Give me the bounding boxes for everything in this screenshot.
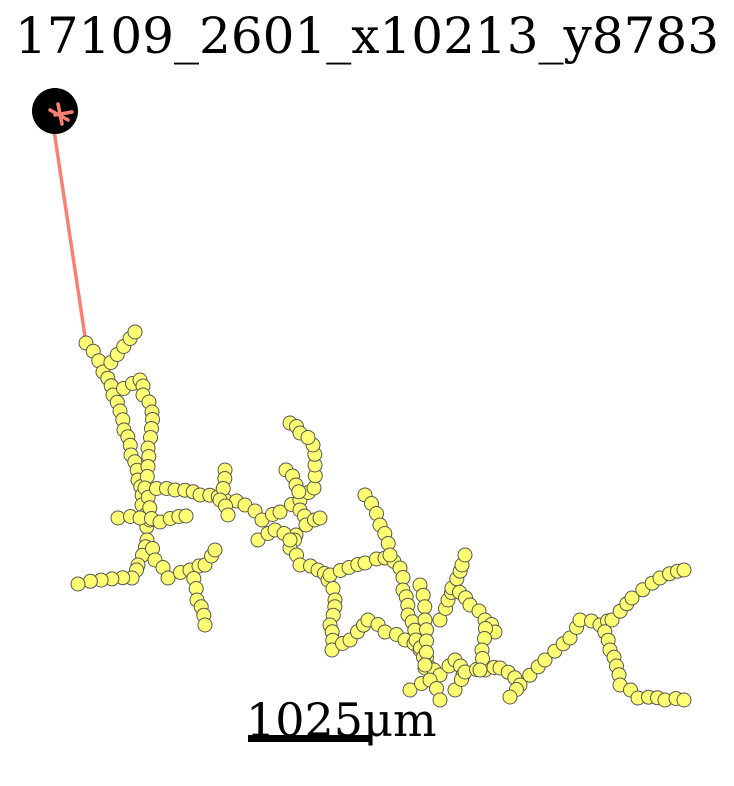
trace-node xyxy=(312,510,328,526)
trace-node xyxy=(402,682,418,698)
trace-node xyxy=(395,570,411,585)
trace-node xyxy=(537,652,553,668)
trace-node xyxy=(676,562,692,578)
trace-node xyxy=(676,692,692,708)
trace-node xyxy=(382,547,398,563)
trace-node xyxy=(417,657,433,673)
trace-node xyxy=(127,324,143,340)
trace-node xyxy=(197,617,213,633)
soma-track-stub xyxy=(53,110,74,117)
trace-node xyxy=(457,547,473,563)
trace-node xyxy=(472,662,488,678)
trace-node xyxy=(300,430,316,445)
trace-node xyxy=(220,507,236,523)
trace-node xyxy=(70,576,86,592)
trace-node xyxy=(432,692,448,708)
trace-node xyxy=(419,644,434,660)
scale-bar xyxy=(248,735,370,742)
trace-node xyxy=(110,510,126,526)
trace-node xyxy=(502,689,518,705)
trace-node xyxy=(291,484,307,500)
soma-marker xyxy=(32,88,78,134)
plot-title: 17109_2601_x10213_y8783 xyxy=(14,7,720,65)
trace-node xyxy=(82,573,98,589)
trace-nodes xyxy=(70,324,692,708)
trace-node xyxy=(624,590,640,606)
trace-node xyxy=(160,570,176,586)
trace-node xyxy=(282,532,298,548)
trace-node xyxy=(178,508,194,524)
trace-node xyxy=(272,504,288,520)
trace-node xyxy=(417,599,433,615)
trace-node xyxy=(207,542,223,558)
